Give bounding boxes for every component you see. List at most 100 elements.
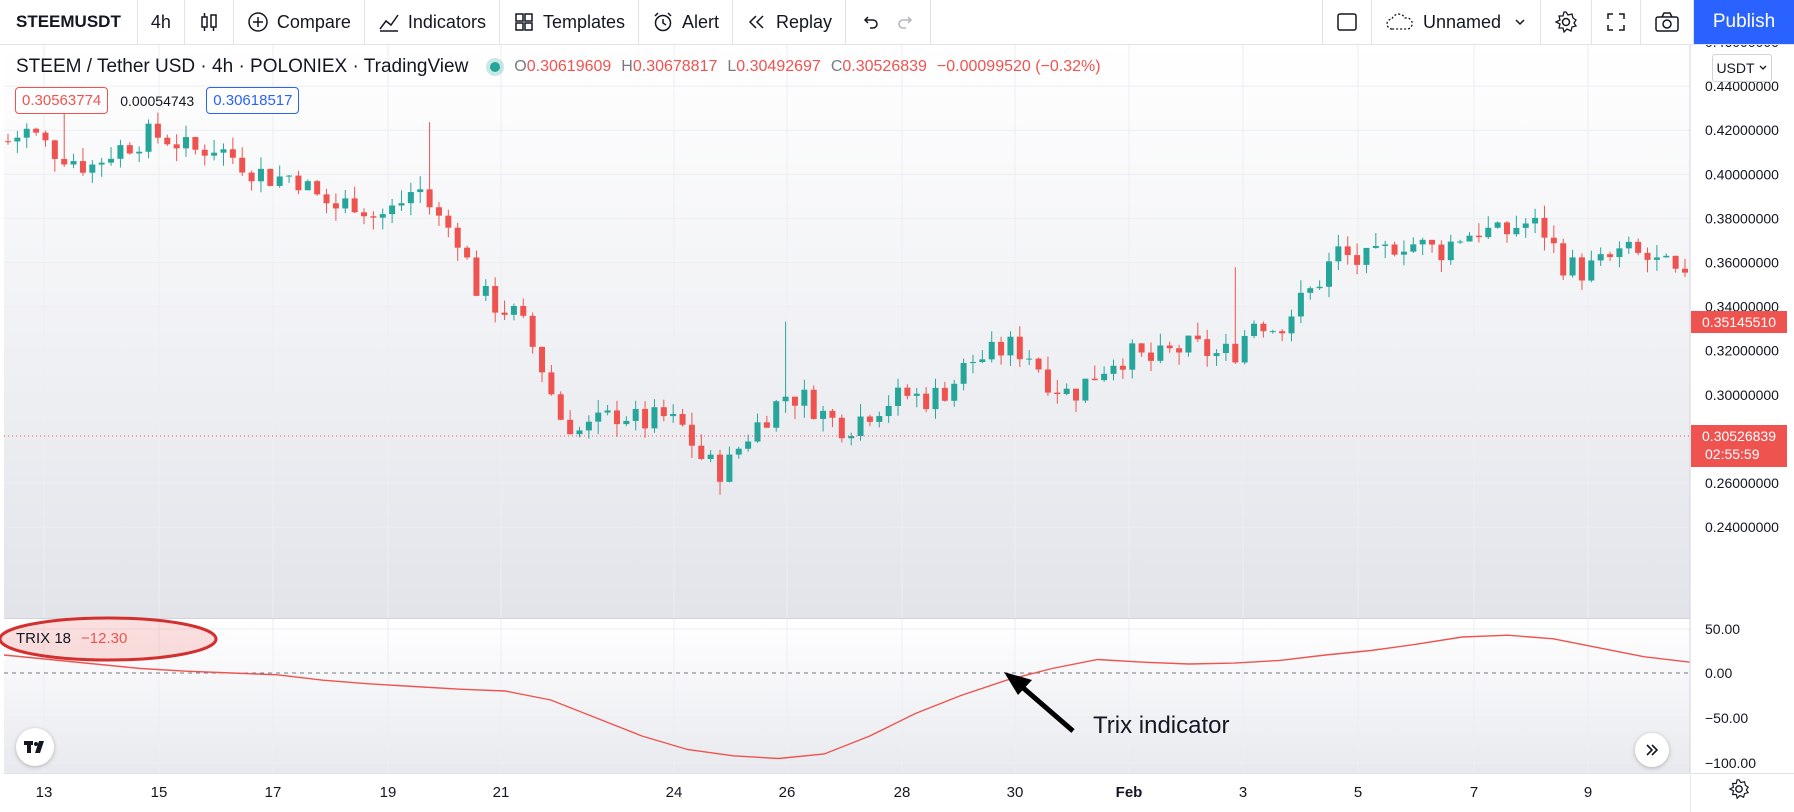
layout-name-button[interactable]: Unnamed xyxy=(1372,0,1541,44)
candle-body xyxy=(445,215,452,228)
double-chevron-right-icon xyxy=(1646,744,1659,756)
candle-body xyxy=(136,151,143,154)
currency-selector[interactable]: USDT xyxy=(1712,54,1772,82)
time-axis-background[interactable] xyxy=(4,774,1690,812)
fullscreen-button[interactable] xyxy=(1592,0,1641,44)
symbol-search-button[interactable]: STEEMUSDT xyxy=(0,0,138,44)
trix-line xyxy=(3,634,1691,760)
candle-body xyxy=(791,396,798,406)
publish-button[interactable]: Publish xyxy=(1694,0,1794,44)
time-tick-label: 15 xyxy=(151,784,168,801)
buy-price-button[interactable]: 0.30618517 xyxy=(206,87,300,114)
time-tick-label: 7 xyxy=(1470,784,1478,801)
price-tick-label: 0.26000000 xyxy=(1705,475,1779,491)
compare-button[interactable]: Compare xyxy=(234,0,365,44)
candle-body xyxy=(1400,251,1407,255)
candle-body xyxy=(1635,241,1642,253)
candle-body xyxy=(1138,343,1145,353)
bid-ask-panel: 0.30563774 0.00054743 0.30618517 xyxy=(15,87,300,114)
candle-body xyxy=(1663,255,1670,258)
currency-label: USDT xyxy=(1716,60,1755,76)
alert-button[interactable]: Alert xyxy=(639,0,734,44)
candle-body xyxy=(1335,246,1342,262)
trix-tick-label: −100.00 xyxy=(1705,755,1756,771)
candle-body xyxy=(1091,378,1098,381)
change-value: −0.00099520 (−0.32%) xyxy=(936,58,1101,75)
candle-body xyxy=(1578,257,1585,281)
candle-body xyxy=(98,162,105,165)
candle-body xyxy=(904,387,911,396)
candle-body xyxy=(351,198,358,213)
snapshot-button[interactable] xyxy=(1641,0,1694,44)
candle-body xyxy=(492,286,499,313)
chart-type-button[interactable] xyxy=(185,0,234,44)
candle-body xyxy=(557,394,564,420)
candle-body xyxy=(332,203,339,209)
redo-button[interactable] xyxy=(888,0,932,44)
candle-body xyxy=(698,445,705,459)
layout-button[interactable] xyxy=(1321,0,1372,44)
candle-body xyxy=(754,422,761,442)
candle-body xyxy=(1494,222,1501,228)
close-label: C xyxy=(830,58,843,75)
scroll-to-realtime-button[interactable] xyxy=(1635,733,1669,767)
candle-body xyxy=(895,387,902,406)
candle-body xyxy=(1672,255,1679,269)
indicators-button[interactable]: Indicators xyxy=(365,0,500,44)
trix-tick-label: 0.00 xyxy=(1705,665,1732,681)
undo-button[interactable] xyxy=(846,0,888,44)
interval-button[interactable]: 4h xyxy=(138,0,185,44)
templates-button[interactable]: Templates xyxy=(500,0,639,44)
candle-body xyxy=(1391,244,1398,255)
candle-body xyxy=(1429,239,1436,245)
candle-body xyxy=(829,410,836,418)
candle-body xyxy=(623,420,630,425)
sell-price-button[interactable]: 0.30563774 xyxy=(15,87,109,114)
replay-button[interactable]: Replay xyxy=(733,0,847,44)
candle-body xyxy=(1269,331,1276,333)
candle-body xyxy=(576,430,583,435)
candle-body xyxy=(1382,244,1389,246)
candle-body xyxy=(1625,241,1632,249)
settings-button[interactable] xyxy=(1541,0,1592,44)
gear-icon xyxy=(1554,11,1578,34)
chevron-down-icon xyxy=(1515,19,1525,26)
candle-body xyxy=(1054,392,1061,395)
time-tick-label: 17 xyxy=(265,784,282,801)
candle-body xyxy=(379,214,386,218)
market-status-dot[interactable] xyxy=(490,62,501,72)
candle-body xyxy=(1513,227,1520,235)
candle-body xyxy=(51,140,58,159)
candle-body xyxy=(276,176,283,186)
candle-body xyxy=(745,441,752,449)
candle-body xyxy=(979,359,986,363)
candle-body xyxy=(1101,373,1108,381)
candle-body xyxy=(1260,323,1267,332)
candle-body xyxy=(595,412,602,422)
candle-body xyxy=(941,387,948,401)
candle-body xyxy=(1653,257,1660,260)
candle-body xyxy=(707,454,714,459)
candle-body xyxy=(1222,343,1229,354)
candle-body xyxy=(89,164,96,173)
candle-body xyxy=(257,168,264,182)
candle-body xyxy=(164,137,171,145)
symbol-legend: STEEM / Tether USD · 4h · POLONIEX · Tra… xyxy=(16,56,1101,78)
axis-settings-button[interactable] xyxy=(1728,778,1750,806)
candle-body xyxy=(464,247,471,258)
price-tick-label: 0.36000000 xyxy=(1705,255,1779,271)
symbol-description[interactable]: STEEM / Tether USD · 4h · POLONIEX · Tra… xyxy=(16,56,469,77)
tradingview-logo-icon[interactable] xyxy=(16,728,54,766)
candle-body xyxy=(520,305,527,316)
candle-body xyxy=(998,341,1005,356)
trix-legend[interactable]: TRIX 18 −12.30 xyxy=(16,630,127,647)
candle-body xyxy=(1026,358,1033,360)
templates-icon xyxy=(515,13,533,31)
candle-body xyxy=(529,315,536,347)
candle-body xyxy=(1016,336,1023,360)
high-label: H xyxy=(621,58,633,75)
chart-canvas[interactable]: 0.46000000 0.44000000 0.42000000 0.40000000… xyxy=(0,45,1794,812)
templates-label: Templates xyxy=(542,11,625,32)
candle-body xyxy=(229,149,236,158)
candle-body xyxy=(23,128,30,138)
